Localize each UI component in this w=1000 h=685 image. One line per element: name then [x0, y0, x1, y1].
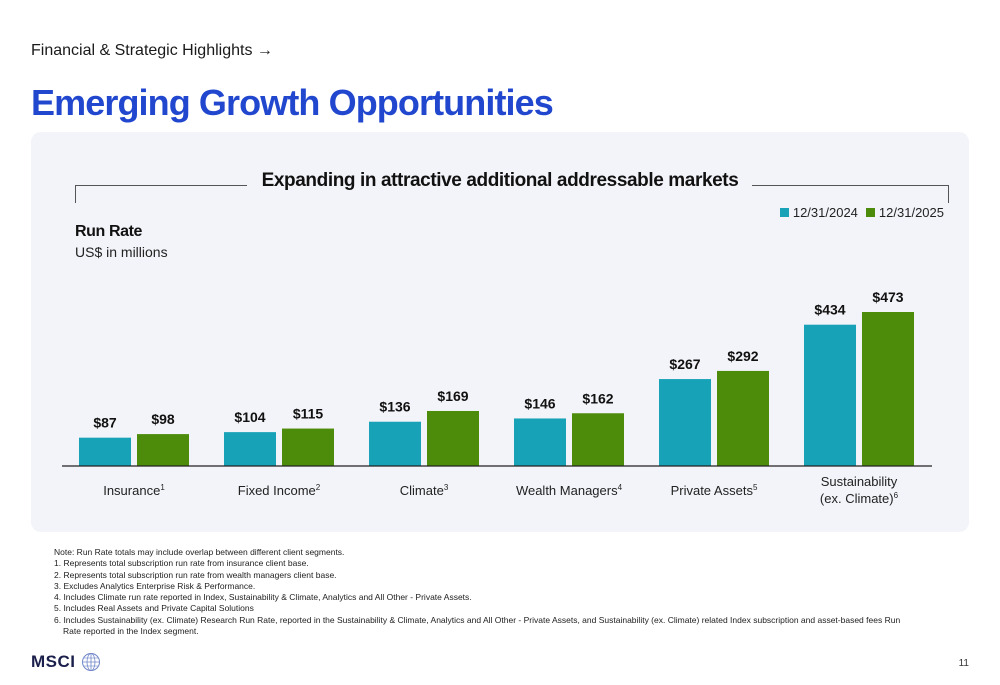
bar-12-31-2025-1	[282, 428, 334, 466]
bar-12-31-2024-2	[369, 421, 421, 466]
bar-12-31-2025-4	[717, 370, 769, 466]
title-tick-left	[75, 185, 76, 203]
legend-item-2024: 12/31/2024	[779, 205, 858, 220]
msci-logo: MSCI	[31, 652, 101, 672]
breadcrumb[interactable]: Financial & Strategic Highlights →	[31, 42, 273, 59]
bar-12-31-2024-1	[224, 432, 276, 466]
bar-12-31-2024-0	[79, 437, 131, 466]
footnote-1: 1. Represents total subscription run rat…	[54, 558, 309, 569]
footnote-6: 6. Includes Sustainability (ex. Climate)…	[54, 614, 901, 625]
data-label: $292	[727, 348, 758, 364]
footnotes: Note: Run Rate totals may include overla…	[54, 547, 900, 637]
bar-12-31-2024-4	[659, 379, 711, 466]
data-label: $169	[437, 388, 468, 404]
footnote-5: 5. Includes Real Assets and Private Capi…	[54, 603, 254, 614]
data-label: $104	[234, 409, 265, 425]
y-axis-units: US$ in millions	[75, 244, 168, 260]
bar-12-31-2025-0	[137, 434, 189, 466]
data-label: $98	[151, 411, 175, 427]
footnote-3: 3. Excludes Analytics Enterprise Risk & …	[54, 580, 256, 591]
category-label: Insurance1	[103, 483, 165, 498]
title-tick-right	[948, 185, 949, 203]
footnote-2: 2. Represents total subscription run rat…	[54, 569, 337, 580]
bar-12-31-2025-3	[572, 413, 624, 466]
chart-title: Expanding in attractive additional addre…	[261, 170, 739, 191]
bar-12-31-2025-2	[427, 410, 479, 466]
category-label: Climate3	[400, 483, 449, 498]
legend-swatch-2024	[779, 208, 789, 217]
data-label: $162	[582, 390, 613, 406]
category-label: Sustainability	[821, 474, 898, 489]
data-label: $267	[669, 356, 700, 372]
bar-12-31-2024-5	[804, 324, 856, 466]
title-rule-left	[75, 185, 247, 186]
data-label: $146	[524, 395, 555, 411]
title-rule-right	[752, 185, 949, 186]
page-number: 11	[958, 658, 969, 669]
y-axis-label: Run Rate	[75, 223, 143, 240]
legend-label-2024: 12/31/2024	[792, 205, 858, 220]
logo-text: MSCI	[31, 652, 76, 671]
chart-legend: 12/31/2024 12/31/2025	[779, 205, 944, 220]
category-label: Fixed Income2	[238, 483, 321, 498]
data-label: $136	[379, 399, 410, 415]
bar-12-31-2024-3	[514, 418, 566, 466]
bar-12-31-2025-5	[862, 312, 914, 466]
footnote-note: Note: Run Rate totals may include overla…	[54, 547, 345, 557]
footnote-6-continued: Rate reported in the Index segment.	[63, 626, 199, 637]
legend-label-2025: 12/31/2025	[878, 205, 944, 220]
legend-swatch-2025	[865, 208, 875, 217]
category-label-line2: (ex. Climate)6	[820, 491, 899, 506]
category-label: Wealth Managers4	[516, 483, 623, 498]
page-title: Emerging Growth Opportunities	[31, 82, 554, 123]
legend-item-2025: 12/31/2025	[865, 205, 944, 220]
globe-icon	[81, 653, 100, 671]
data-label: $115	[293, 406, 324, 422]
data-label: $434	[814, 302, 845, 318]
data-label: $473	[872, 289, 903, 305]
category-label: Private Assets5	[671, 483, 758, 498]
data-label: $87	[93, 415, 117, 431]
footnote-4: 4. Includes Climate run rate reported in…	[54, 592, 472, 603]
